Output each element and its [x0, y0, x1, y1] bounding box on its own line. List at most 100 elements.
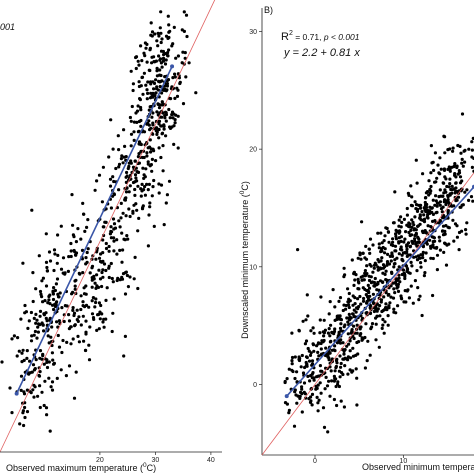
data-point	[308, 353, 313, 357]
data-point	[303, 365, 307, 370]
data-point	[51, 358, 55, 362]
y-tick-label: 30	[249, 29, 257, 36]
data-point	[352, 283, 356, 287]
data-point	[335, 403, 339, 408]
data-point	[328, 361, 332, 365]
data-point	[116, 134, 120, 138]
data-point	[161, 169, 165, 173]
data-point	[123, 144, 127, 148]
data-point	[409, 184, 413, 188]
data-point	[119, 216, 123, 220]
data-point	[413, 239, 417, 243]
data-point	[99, 252, 103, 256]
x-tick-label: 30	[152, 457, 160, 464]
panel-b-points	[283, 112, 474, 434]
data-point	[297, 355, 301, 359]
data-point	[385, 306, 389, 310]
data-point	[410, 218, 414, 222]
data-point	[375, 309, 379, 313]
data-point	[45, 360, 49, 364]
data-point	[333, 327, 337, 331]
data-point	[44, 260, 49, 264]
data-point	[380, 326, 384, 330]
data-point	[93, 281, 97, 285]
data-point	[56, 233, 60, 237]
data-point	[416, 236, 420, 240]
data-point	[155, 39, 159, 43]
data-point	[159, 155, 163, 160]
data-point	[123, 198, 127, 202]
data-point	[426, 210, 430, 215]
data-point	[52, 248, 57, 252]
data-point	[376, 231, 380, 235]
data-point	[132, 120, 136, 124]
data-point	[41, 354, 45, 358]
data-point	[418, 206, 423, 210]
data-point	[20, 351, 24, 355]
data-point	[83, 229, 87, 233]
data-point	[131, 88, 135, 93]
data-point	[436, 201, 440, 205]
data-point	[174, 56, 178, 60]
data-point	[157, 191, 161, 195]
data-point	[135, 120, 139, 124]
data-point	[455, 164, 459, 168]
data-point	[433, 239, 437, 243]
data-point	[127, 190, 131, 194]
data-point	[450, 188, 454, 192]
data-point	[95, 328, 99, 332]
data-point	[431, 256, 435, 261]
data-point	[342, 349, 346, 353]
data-point	[35, 336, 39, 340]
data-point	[16, 336, 20, 340]
data-point	[397, 252, 401, 256]
data-point	[72, 235, 76, 239]
data-point	[310, 362, 315, 366]
data-point	[74, 251, 79, 255]
data-point	[422, 274, 426, 278]
data-point	[52, 307, 56, 312]
data-point	[70, 292, 74, 296]
data-point	[97, 173, 102, 177]
data-point	[53, 288, 58, 293]
data-point	[293, 355, 297, 359]
data-point	[164, 111, 168, 115]
data-point	[149, 82, 153, 86]
data-point	[438, 203, 442, 207]
data-point	[348, 339, 352, 343]
data-point	[120, 154, 124, 158]
data-point	[108, 184, 113, 188]
panel-b-x-axis-title: Observed minimum temperature	[362, 462, 474, 472]
data-point	[429, 184, 433, 189]
data-point	[336, 314, 340, 318]
data-point	[352, 324, 356, 328]
data-point	[101, 275, 105, 279]
data-point	[405, 223, 409, 227]
data-point	[329, 323, 333, 327]
data-point	[151, 111, 155, 115]
data-point	[442, 191, 446, 195]
data-point	[57, 345, 62, 349]
data-point	[134, 111, 138, 115]
data-point	[84, 292, 88, 296]
data-point	[160, 131, 165, 135]
data-point	[157, 79, 161, 83]
data-point	[454, 186, 458, 190]
data-point	[117, 219, 121, 223]
data-point	[100, 312, 104, 316]
data-point	[183, 56, 187, 60]
data-point	[97, 327, 101, 331]
data-point	[142, 130, 147, 134]
data-point	[390, 270, 394, 274]
data-point	[299, 365, 303, 369]
data-point	[416, 240, 420, 244]
data-point	[396, 282, 400, 286]
data-point	[144, 167, 148, 171]
data-point	[359, 257, 363, 261]
data-point	[292, 424, 297, 428]
data-point	[48, 259, 53, 263]
data-point	[397, 236, 401, 240]
data-point	[456, 195, 461, 199]
data-point	[414, 158, 418, 162]
data-point	[30, 370, 34, 374]
